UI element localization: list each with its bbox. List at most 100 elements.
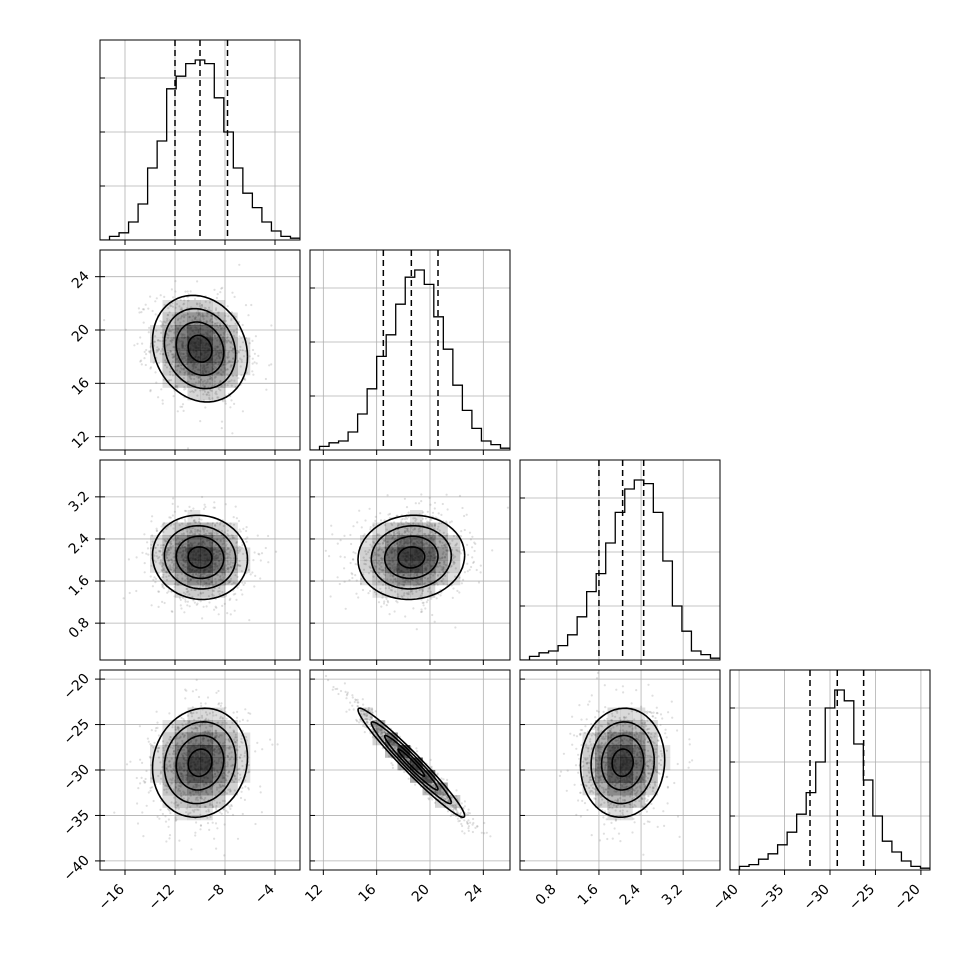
scatter-point [177, 364, 180, 367]
scatter-point [343, 567, 346, 570]
scatter-point [232, 347, 235, 351]
scatter-point [244, 304, 248, 307]
scatter-point [375, 727, 378, 730]
scatter-point [227, 315, 230, 318]
scatter-point [220, 734, 223, 737]
scatter-point [412, 584, 416, 587]
scatter-point [234, 582, 237, 585]
scatter-point [196, 322, 199, 325]
scatter-point [406, 527, 409, 530]
scatter-point [206, 696, 210, 699]
scatter-point [169, 305, 172, 308]
scatter-point [185, 588, 188, 591]
scatter-point [183, 388, 186, 391]
scatter-point [192, 572, 195, 575]
scatter-point [215, 324, 218, 327]
scatter-point [173, 750, 176, 753]
scatter-point [196, 319, 199, 322]
scatter-point [377, 549, 380, 552]
scatter-point [235, 568, 238, 571]
contour-2-1-1 [383, 535, 439, 580]
scatter-point [452, 587, 455, 590]
scatter-point [181, 724, 185, 727]
scatter-point [415, 584, 418, 587]
y-tick-label: 3.2 [66, 488, 93, 515]
scatter-point [421, 589, 424, 593]
scatter-point [183, 386, 186, 389]
scatter-point [167, 553, 170, 556]
scatter-point [209, 314, 213, 317]
scatter-point [413, 517, 417, 520]
scatter-point [437, 512, 440, 515]
scatter-point [189, 791, 192, 794]
scatter-point [431, 530, 434, 534]
scatter-point [438, 571, 441, 574]
scatter-point [219, 785, 222, 789]
scatter-point [141, 342, 144, 345]
scatter-point [213, 773, 216, 776]
scatter-point [421, 601, 424, 605]
scatter-point [205, 790, 208, 794]
scatter-point [171, 356, 174, 359]
scatter-point [172, 767, 175, 770]
scatter-point [189, 530, 192, 533]
scatter-point [226, 579, 229, 583]
scatter-point [165, 552, 168, 555]
scatter-point [196, 804, 199, 807]
scatter-point [429, 576, 432, 579]
scatter-point [171, 566, 175, 569]
scatter-point [204, 406, 207, 409]
scatter-point [437, 573, 440, 576]
scatter-point [159, 808, 162, 811]
scatter-point [212, 367, 216, 370]
scatter-point [423, 539, 426, 542]
scatter-point [381, 596, 384, 599]
scatter-point [232, 730, 235, 733]
scatter-point [160, 771, 163, 774]
scatter-point [149, 756, 152, 759]
scatter-point [151, 585, 154, 588]
scatter-point [175, 542, 178, 546]
density-cell [187, 350, 201, 363]
scatter-point [372, 559, 375, 563]
density-cell [212, 560, 226, 573]
scatter-point [269, 738, 272, 741]
scatter-point [211, 589, 214, 592]
scatter-point [246, 536, 249, 539]
panel-frame [99, 459, 301, 661]
scatter-point [202, 393, 205, 396]
scatter-point [368, 548, 371, 552]
y-tick-label: 2.4 [66, 530, 93, 557]
scatter-point [228, 325, 231, 328]
scatter-point [180, 308, 183, 311]
scatter-point [226, 555, 229, 558]
scatter-point [145, 348, 148, 352]
scatter-point [155, 527, 158, 530]
scatter-point [167, 334, 170, 337]
density-cell [175, 337, 188, 351]
scatter-point [170, 353, 173, 356]
scatter-point [226, 333, 229, 336]
scatter-point [197, 377, 200, 380]
scatter-point [411, 590, 414, 593]
scatter-point [179, 604, 182, 607]
scatter-point [372, 561, 376, 565]
scatter-point [213, 775, 216, 778]
scatter-point [190, 712, 193, 715]
scatter-point [233, 740, 236, 743]
scatter-point [420, 587, 423, 591]
scatter-point [168, 837, 171, 840]
scatter-point [224, 363, 227, 366]
scatter-point [203, 784, 206, 787]
scatter-point [241, 581, 244, 584]
scatter-point [213, 608, 216, 611]
scatter-point [170, 770, 173, 774]
scatter-point [226, 765, 229, 768]
scatter-point [226, 567, 229, 570]
scatter-point [157, 348, 160, 351]
scatter-point [218, 590, 221, 593]
scatter-point [177, 543, 180, 546]
density-cell [435, 560, 448, 573]
scatter-point [230, 805, 233, 808]
scatter-point [229, 790, 232, 793]
